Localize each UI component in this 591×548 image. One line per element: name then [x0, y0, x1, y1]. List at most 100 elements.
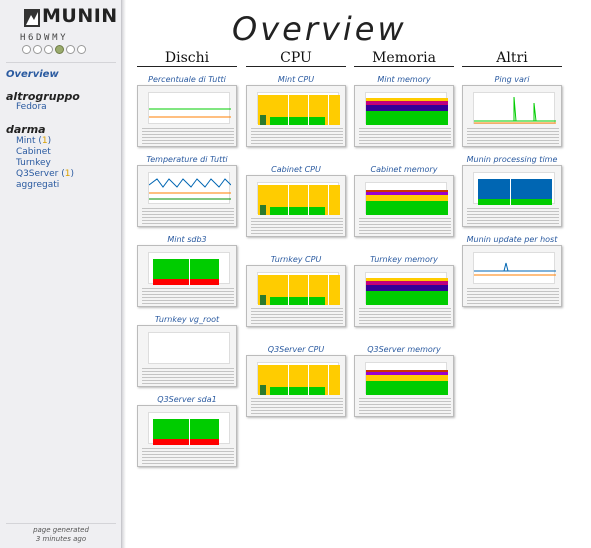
graph-thumbnail[interactable] [462, 245, 562, 307]
graph-legend [142, 448, 234, 464]
munin-logo-icon[interactable] [24, 6, 104, 30]
generated-line: 3 minutes ago [35, 535, 87, 543]
graph-plot-area [257, 182, 340, 215]
graph-link[interactable]: Mint CPU [277, 75, 315, 84]
sidebar-divider [6, 523, 116, 524]
nav-item-label: Q3Server [16, 169, 59, 179]
graph-thumbnail[interactable] [354, 265, 454, 327]
graph-legend [359, 308, 451, 324]
period-selector [22, 45, 86, 54]
graph-link[interactable]: Temperature di Tutti [146, 155, 228, 164]
graph-thumbnail[interactable] [137, 325, 237, 387]
period-toggle[interactable] [22, 45, 31, 54]
period-labels: H6DWMY [20, 33, 69, 43]
graph-link[interactable]: Mint sdb3 [167, 235, 207, 244]
group-title-darma: darma [6, 123, 46, 136]
nav-item-q3server[interactable]: Q3Server (1) [16, 169, 74, 179]
nav-item-turnkey[interactable]: Turnkey [16, 158, 51, 168]
graph-plot-area [148, 92, 231, 124]
graph-plot-area [365, 272, 448, 305]
column-title: Altri [496, 50, 528, 66]
graph-thumbnail[interactable] [354, 175, 454, 237]
graph-thumbnail[interactable] [137, 405, 237, 467]
graph-link[interactable]: Percentuale di Tutti [148, 75, 226, 84]
graph-plot-area [365, 92, 448, 125]
graph-link[interactable]: Ping vari [494, 75, 530, 84]
nav-item-label: Mint [16, 136, 36, 146]
graph-link[interactable]: Cabinet CPU [271, 165, 321, 174]
nav-overview-link[interactable]: Overview [6, 69, 59, 80]
graph-thumbnail[interactable] [246, 85, 346, 147]
period-toggle[interactable] [77, 45, 86, 54]
sidebar-shadow [122, 0, 126, 548]
nav-item-cabinet[interactable]: Cabinet [16, 147, 51, 157]
graph-plot-area [257, 92, 340, 125]
graph-thumbnail[interactable] [246, 265, 346, 327]
group-title-altrogruppo: altrogruppo [6, 90, 80, 103]
graph-plot-area [148, 412, 230, 445]
graph-plot-area [148, 172, 232, 204]
graph-plot-area [473, 172, 555, 205]
graph-thumbnail[interactable] [354, 355, 454, 417]
period-toggle[interactable] [55, 45, 64, 54]
graph-thumbnail[interactable] [246, 355, 346, 417]
graph-legend [142, 288, 234, 304]
generated-line: page generated [33, 526, 89, 534]
graph-legend [467, 128, 559, 144]
graph-legend [359, 398, 451, 414]
graph-link[interactable]: Q3Server CPU [267, 345, 325, 354]
graph-thumbnail[interactable] [246, 175, 346, 237]
column-title: Dischi [164, 50, 210, 66]
column-divider [137, 66, 237, 67]
page-title: Overview [232, 10, 407, 48]
graph-thumbnail[interactable] [137, 85, 237, 147]
graph-link[interactable]: Q3Server memory [367, 345, 441, 354]
sidebar-divider [6, 62, 116, 63]
graph-plot-area [148, 252, 230, 285]
period-toggle[interactable] [33, 45, 42, 54]
graph-legend [359, 128, 451, 144]
graph-thumbnail[interactable] [137, 165, 237, 227]
nav-item-mint[interactable]: Mint (1) [16, 136, 52, 146]
graph-legend [467, 208, 559, 224]
graph-thumbnail[interactable] [137, 245, 237, 307]
graph-legend [142, 128, 234, 144]
graph-plot-area [473, 252, 556, 284]
column-divider [246, 66, 346, 67]
period-toggle[interactable] [66, 45, 75, 54]
nav-item-aggregati[interactable]: aggregati [16, 180, 60, 190]
graph-thumbnail[interactable] [354, 85, 454, 147]
graph-link[interactable]: Munin update per host [466, 235, 558, 244]
graph-link[interactable]: Cabinet memory [370, 165, 438, 174]
column-divider [354, 66, 454, 67]
graph-thumbnail[interactable] [462, 85, 562, 147]
warning-count: 1 [64, 169, 71, 179]
graph-legend [251, 128, 343, 144]
graph-plot-area [257, 272, 340, 305]
warning-count: 1 [41, 136, 48, 146]
graph-legend [359, 218, 451, 234]
column-divider [462, 66, 562, 67]
graph-plot-area [365, 362, 448, 395]
graph-link[interactable]: Mint memory [377, 75, 431, 84]
graph-legend [251, 398, 343, 414]
column-title: Memoria [372, 50, 436, 66]
graph-plot-area [257, 362, 340, 395]
graph-legend [142, 368, 234, 384]
logo-text[interactable]: MUNIN [42, 5, 118, 27]
graph-legend [142, 208, 234, 224]
page-generated-note: page generated 3 minutes ago [0, 526, 122, 544]
column-title: CPU [280, 50, 312, 66]
period-toggle[interactable] [44, 45, 53, 54]
graph-link[interactable]: Turnkey CPU [270, 255, 322, 264]
graph-legend [251, 218, 343, 234]
nav-item-fedora[interactable]: Fedora [16, 102, 47, 112]
graph-link[interactable]: Turnkey memory [370, 255, 438, 264]
graph-link[interactable]: Q3Server sda1 [157, 395, 217, 404]
graph-thumbnail[interactable] [462, 165, 562, 227]
graph-link[interactable]: Turnkey vg_root [154, 315, 220, 324]
graph-plot-area [473, 92, 556, 124]
graph-link[interactable]: Munin processing time [466, 155, 558, 164]
graph-plot-area [148, 332, 230, 364]
graph-plot-area [365, 182, 448, 215]
